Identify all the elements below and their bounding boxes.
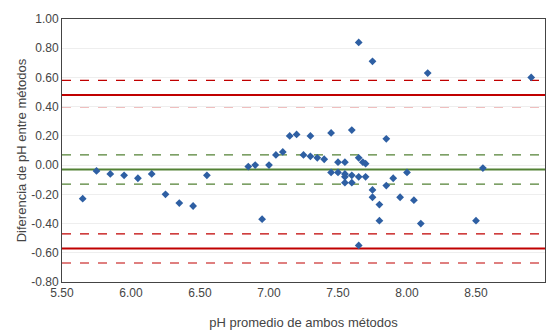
- svg-text:-0.40: -0.40: [31, 217, 59, 231]
- svg-text:Diferencia de pH entre métodos: Diferencia de pH entre métodos: [14, 58, 29, 242]
- svg-text:0.80: 0.80: [35, 41, 59, 55]
- svg-text:-0.20: -0.20: [31, 188, 59, 202]
- svg-text:pH promedio de ambos métodos: pH promedio de ambos métodos: [209, 315, 398, 330]
- svg-text:7.00: 7.00: [257, 286, 281, 300]
- svg-text:0.00: 0.00: [35, 158, 59, 172]
- svg-text:6.50: 6.50: [188, 286, 212, 300]
- svg-text:8.00: 8.00: [395, 286, 419, 300]
- svg-text:8.50: 8.50: [464, 286, 488, 300]
- svg-text:1.00: 1.00: [35, 12, 59, 26]
- svg-text:-0.80: -0.80: [31, 275, 59, 289]
- svg-text:6.00: 6.00: [119, 286, 143, 300]
- svg-text:0.20: 0.20: [35, 129, 59, 143]
- svg-text:7.50: 7.50: [326, 286, 350, 300]
- svg-text:0.40: 0.40: [35, 100, 59, 114]
- svg-text:-0.60: -0.60: [31, 246, 59, 260]
- svg-text:5.50: 5.50: [50, 286, 74, 300]
- svg-text:0.60: 0.60: [35, 71, 59, 85]
